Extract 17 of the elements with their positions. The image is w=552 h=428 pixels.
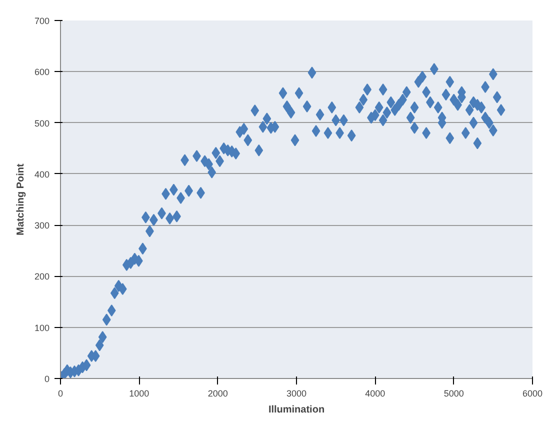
x-tick-label: 0 [58, 388, 64, 398]
y-tick-label: 500 [34, 118, 50, 128]
x-tick-label: 4000 [365, 388, 386, 398]
y-tick-label: 100 [34, 322, 50, 333]
y-tick-label: 200 [34, 272, 50, 282]
x-tick-label: 3000 [286, 388, 307, 398]
y-tick-label: 300 [34, 220, 50, 231]
x-tick-label: 1000 [129, 388, 150, 398]
x-tick-label: 5000 [444, 388, 464, 398]
x-tick-label: 2000 [208, 388, 228, 398]
y-tick-label: 400 [34, 169, 50, 180]
x-axis-title: Illumination [268, 404, 325, 416]
y-tick-label: 700 [34, 16, 50, 26]
y-tick-label: 0 [44, 374, 50, 384]
y-axis-title: Matching Point [15, 163, 26, 236]
x-tick-label: 6000 [522, 388, 543, 398]
y-tick-label: 600 [34, 67, 50, 78]
